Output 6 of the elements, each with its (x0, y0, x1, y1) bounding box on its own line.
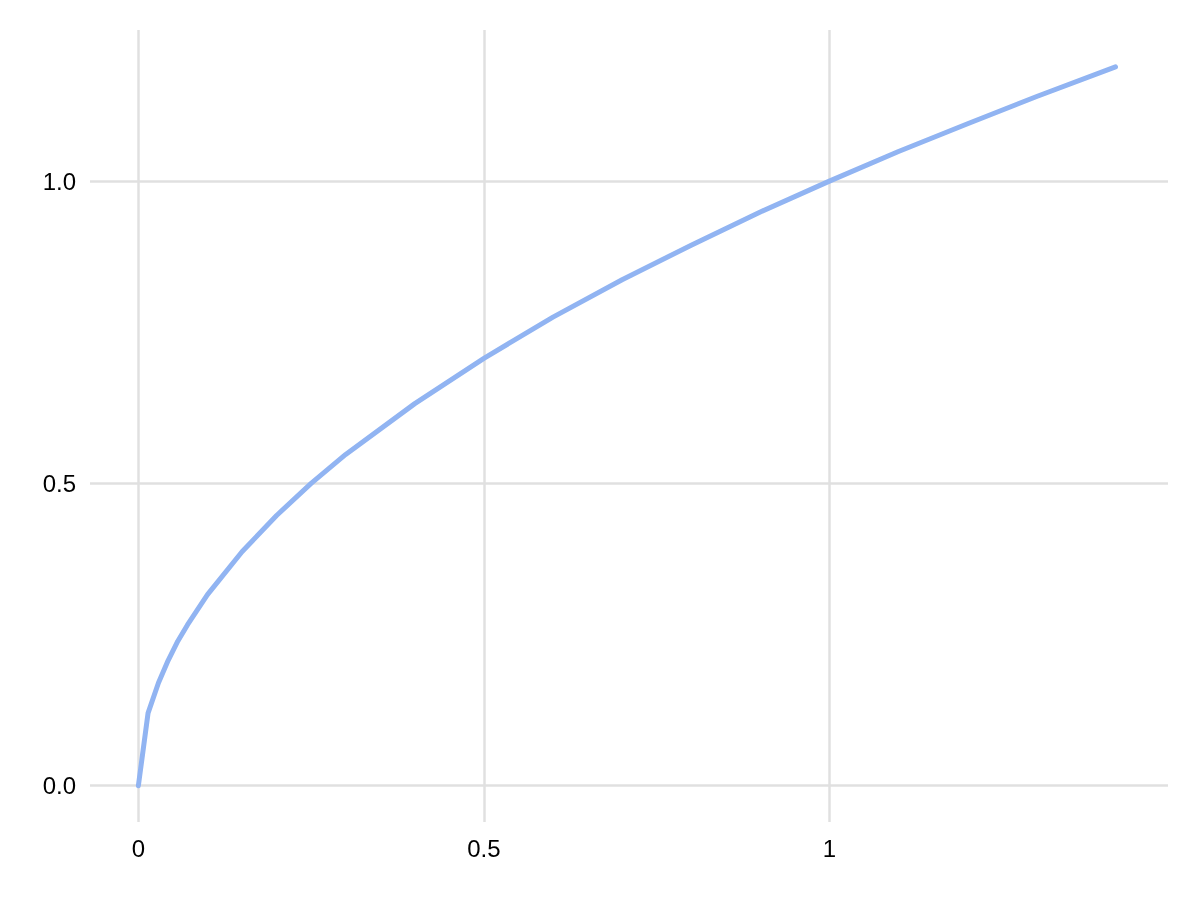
y-tick-label: 0.0 (42, 772, 76, 800)
x-tick-label: 1 (822, 834, 837, 862)
y-tick-label: 1.0 (42, 167, 76, 195)
y-tick-label: 0.5 (42, 469, 76, 497)
x-tick-label: 0 (131, 834, 146, 862)
x-tick-label: 0.5 (467, 834, 501, 862)
